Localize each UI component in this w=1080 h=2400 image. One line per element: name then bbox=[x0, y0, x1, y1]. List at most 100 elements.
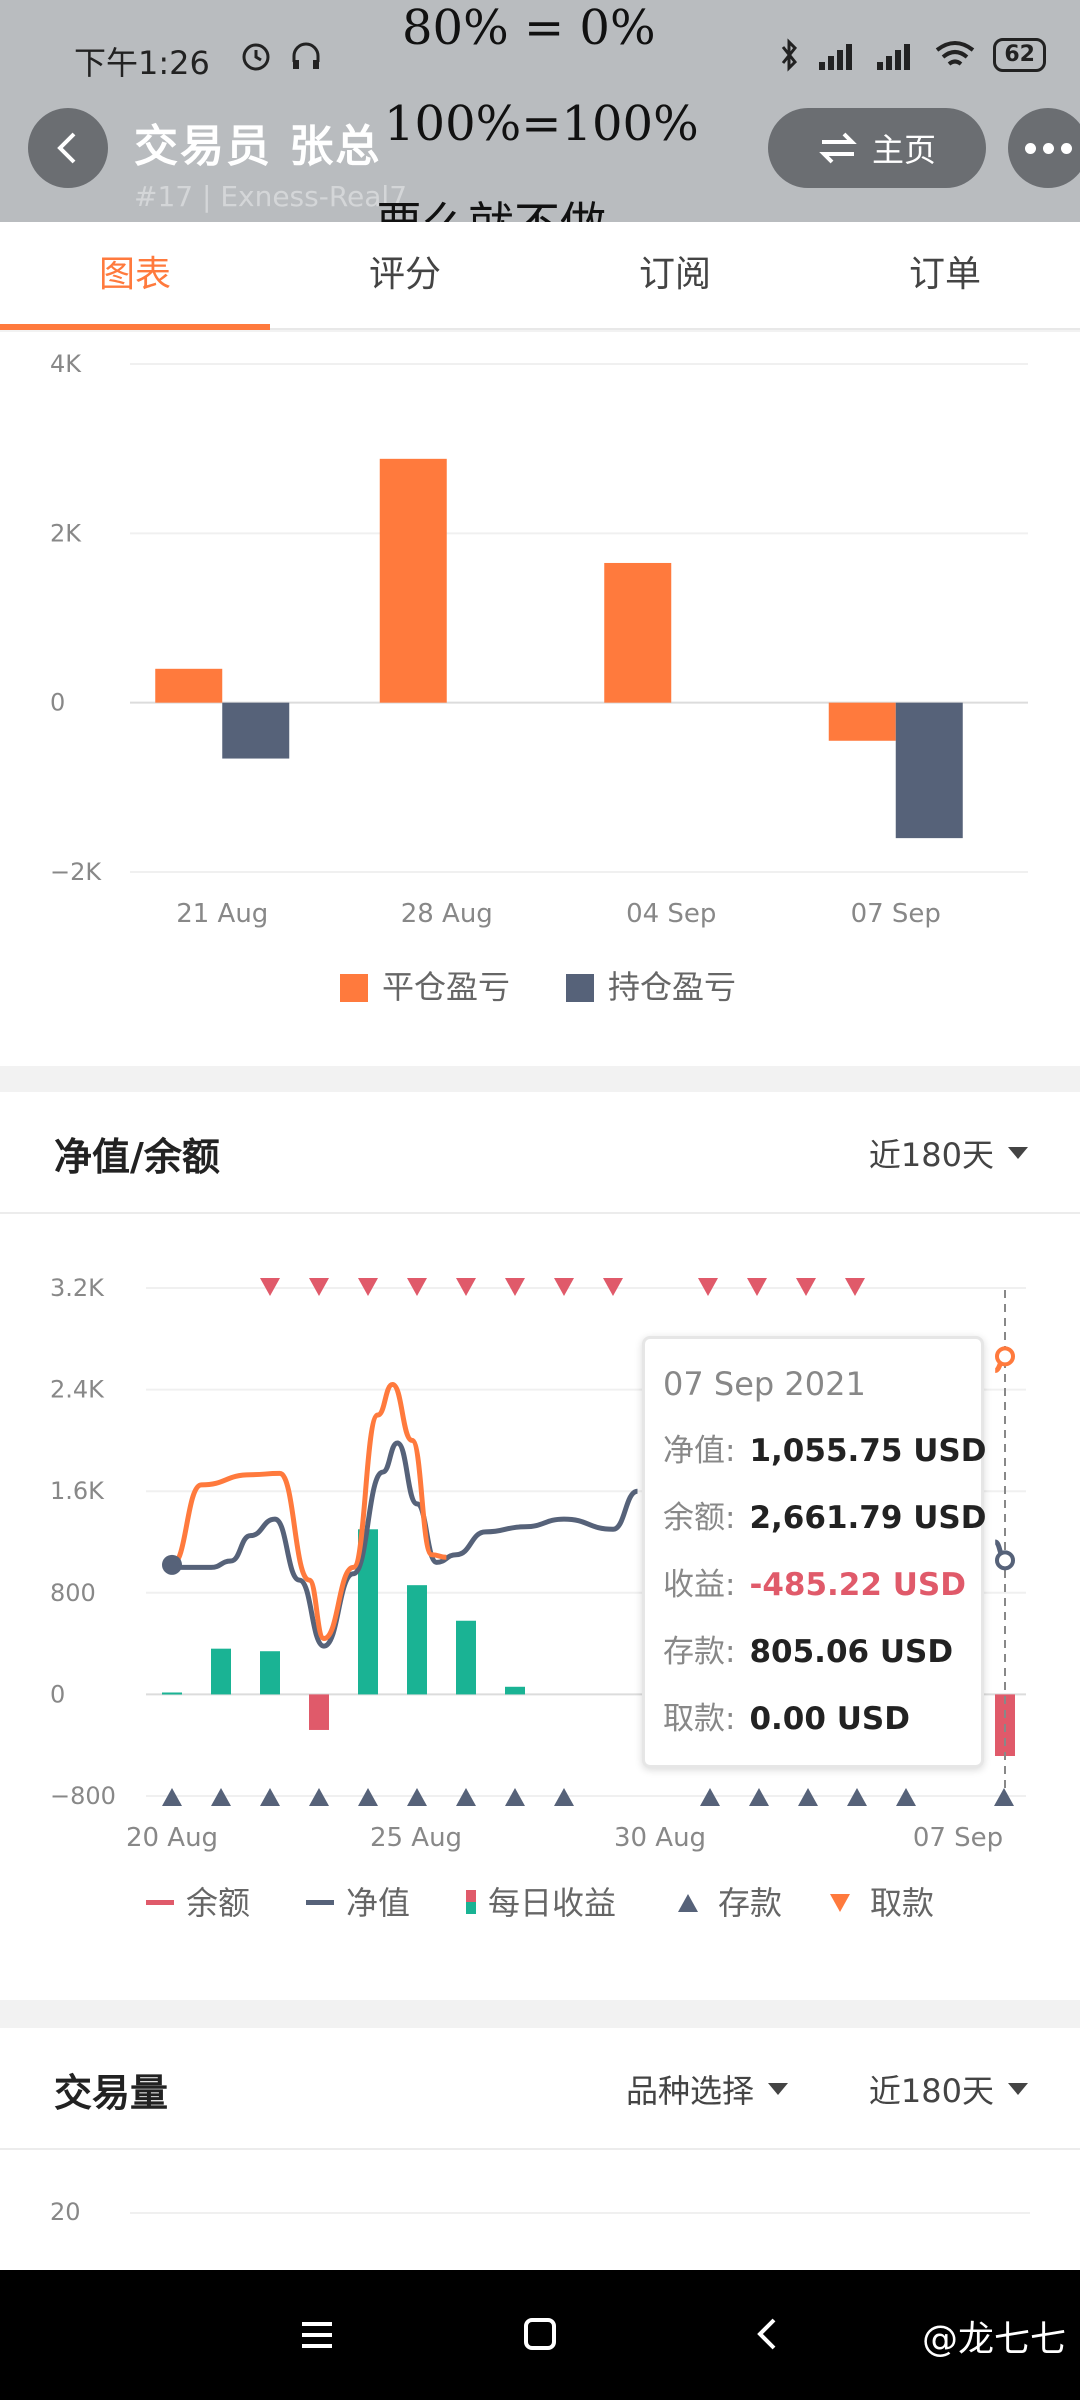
tab-orders[interactable]: 订单 bbox=[908, 254, 981, 295]
deposit-marker[interactable] bbox=[896, 1788, 916, 1806]
deposit-marker[interactable] bbox=[456, 1788, 476, 1806]
chart-tooltip: 07 Sep 2021 净值: 1,055.75 USD 余额: 2,661.79 … bbox=[642, 1336, 987, 1768]
daily-profit-bar[interactable] bbox=[505, 1686, 525, 1695]
withdraw-marker[interactable] bbox=[796, 1278, 816, 1296]
bar-open-pnl[interactable] bbox=[895, 702, 963, 839]
withdraw-marker[interactable] bbox=[260, 1278, 280, 1296]
deposit-marker[interactable] bbox=[260, 1788, 280, 1806]
swap-icon bbox=[819, 132, 857, 164]
legend-label[interactable]: 存款 bbox=[718, 1884, 782, 1922]
equity-line[interactable] bbox=[172, 1440, 639, 1649]
volume-section-title: 交易量 bbox=[54, 2071, 169, 2115]
deposit-marker[interactable] bbox=[994, 1788, 1014, 1806]
withdraw-marker[interactable] bbox=[407, 1278, 427, 1296]
pnl-chart-card: 4K 2K 0 −2K 21 Aug 28 Aug 04 Sep 07 Sep 平仓盈亏 持仓盈… bbox=[0, 332, 1080, 1066]
tab-rating[interactable]: 评分 bbox=[368, 254, 441, 295]
equity-line-chart: 3.2K 2.4K 1.6K 800 0 −800 20 Aug 25 Aug 30 Aug 07… bbox=[50, 1274, 1026, 1922]
withdraw-marker[interactable] bbox=[603, 1278, 623, 1296]
balance-line[interactable] bbox=[170, 1382, 447, 1642]
volume-ytick: 20 bbox=[50, 2198, 81, 2226]
deposit-marker[interactable] bbox=[700, 1788, 720, 1806]
deposit-marker[interactable] bbox=[407, 1788, 427, 1806]
symbol-dropdown[interactable]: 品种选择 bbox=[626, 2066, 789, 2112]
bar-closed-pnl[interactable] bbox=[828, 702, 896, 741]
volume-range-dropdown[interactable]: 近180天 bbox=[869, 2066, 1028, 2112]
x-tick-label: 30 Aug bbox=[614, 1823, 706, 1853]
legend-label[interactable]: 持仓盈亏 bbox=[608, 968, 736, 1006]
bar-closed-pnl[interactable] bbox=[155, 668, 223, 703]
daily-profit-bar[interactable] bbox=[211, 1648, 231, 1695]
legend-label[interactable]: 余额 bbox=[186, 1884, 250, 1922]
y-tick-label: −2K bbox=[50, 858, 102, 886]
watermark: @龙七七 bbox=[921, 2319, 1066, 2360]
daily-profit-bar[interactable] bbox=[407, 1585, 427, 1695]
legend-label[interactable]: 平仓盈亏 bbox=[382, 968, 510, 1006]
x-tick-label: 20 Aug bbox=[126, 1823, 218, 1853]
daily-profit-bar[interactable] bbox=[162, 1692, 182, 1695]
legend-label[interactable]: 取款 bbox=[870, 1884, 934, 1922]
system-nav-bar bbox=[0, 2270, 1080, 2400]
withdraw-marker[interactable] bbox=[358, 1278, 378, 1296]
deposit-marker[interactable] bbox=[358, 1788, 378, 1806]
home-button[interactable]: 主页 bbox=[768, 108, 986, 188]
x-tick-label: 25 Aug bbox=[370, 1823, 462, 1853]
daily-profit-bar[interactable] bbox=[358, 1529, 378, 1695]
deposit-marker[interactable] bbox=[749, 1788, 769, 1806]
deposit-marker[interactable] bbox=[847, 1788, 867, 1806]
status-right: 62 bbox=[779, 38, 1046, 72]
legend-swatch bbox=[466, 1902, 476, 1914]
wifi-icon bbox=[936, 41, 975, 66]
bar-closed-pnl[interactable] bbox=[379, 458, 447, 703]
tab-bar: 图表 评分 订阅 订单 bbox=[0, 222, 1080, 330]
withdraw-marker[interactable] bbox=[456, 1278, 476, 1296]
x-tick-label: 21 Aug bbox=[176, 899, 268, 929]
tooltip-row-deposit: 存款: 805.06 USD bbox=[663, 1634, 954, 1670]
daily-profit-bar[interactable] bbox=[260, 1651, 280, 1695]
overlay-caption-1: 80% = 0% bbox=[402, 0, 656, 56]
y-tick-label: −800 bbox=[50, 1782, 116, 1810]
trader-title: 交易员 张总 bbox=[134, 121, 382, 172]
deposit-marker[interactable] bbox=[505, 1788, 525, 1806]
back-icon[interactable] bbox=[752, 2316, 782, 2352]
chevron-left-icon bbox=[57, 132, 76, 164]
menu-icon[interactable] bbox=[300, 2318, 336, 2352]
withdraw-marker[interactable] bbox=[845, 1278, 865, 1296]
chevron-down-icon bbox=[768, 2083, 789, 2095]
daily-profit-bar[interactable] bbox=[309, 1694, 329, 1730]
symbol-filter-label: 品种选择 bbox=[626, 2072, 755, 2110]
home-square-icon[interactable] bbox=[522, 2316, 558, 2352]
tab-chart[interactable]: 图表 bbox=[0, 222, 270, 330]
equity-section-title: 净值/余额 bbox=[54, 1135, 220, 1179]
legend-label[interactable]: 每日收益 bbox=[488, 1884, 616, 1922]
legend-swatch bbox=[830, 1894, 850, 1912]
legend-swatch bbox=[678, 1894, 698, 1912]
tab-subscribe[interactable]: 订阅 bbox=[638, 254, 711, 295]
tooltip-row-equity: 净值: 1,055.75 USD bbox=[663, 1433, 987, 1469]
bar-open-pnl[interactable] bbox=[222, 702, 290, 759]
more-button[interactable] bbox=[1008, 108, 1080, 188]
back-button[interactable] bbox=[28, 108, 108, 188]
deposit-marker[interactable] bbox=[309, 1788, 329, 1806]
withdraw-marker[interactable] bbox=[554, 1278, 574, 1296]
tooltip-row-profit: 收益: -485.22 USD bbox=[663, 1567, 966, 1603]
deposit-marker[interactable] bbox=[798, 1788, 818, 1806]
deposit-marker[interactable] bbox=[162, 1788, 182, 1806]
withdraw-marker[interactable] bbox=[747, 1278, 767, 1296]
deposit-marker[interactable] bbox=[554, 1788, 574, 1806]
deposit-marker[interactable] bbox=[211, 1788, 231, 1806]
range-label: 近180天 bbox=[868, 1136, 994, 1174]
tooltip-row-withdraw: 取款: 0.00 USD bbox=[663, 1701, 910, 1737]
x-tick-label: 04 Sep bbox=[626, 899, 716, 929]
volume-card: 交易量 品种选择 近180天 20 bbox=[0, 2028, 1080, 2270]
legend-swatch bbox=[566, 974, 594, 1002]
legend-label[interactable]: 净值 bbox=[346, 1884, 410, 1922]
tooltip-date: 07 Sep 2021 bbox=[663, 1365, 866, 1403]
withdraw-marker[interactable] bbox=[698, 1278, 718, 1296]
bar-closed-pnl[interactable] bbox=[604, 562, 672, 703]
withdraw-marker[interactable] bbox=[309, 1278, 329, 1296]
y-tick-label: 800 bbox=[50, 1579, 96, 1607]
range-dropdown[interactable]: 近180天 bbox=[869, 1130, 1028, 1176]
withdraw-marker[interactable] bbox=[505, 1278, 525, 1296]
cursor-equity-point bbox=[995, 1550, 1015, 1571]
daily-profit-bar[interactable] bbox=[456, 1620, 476, 1695]
